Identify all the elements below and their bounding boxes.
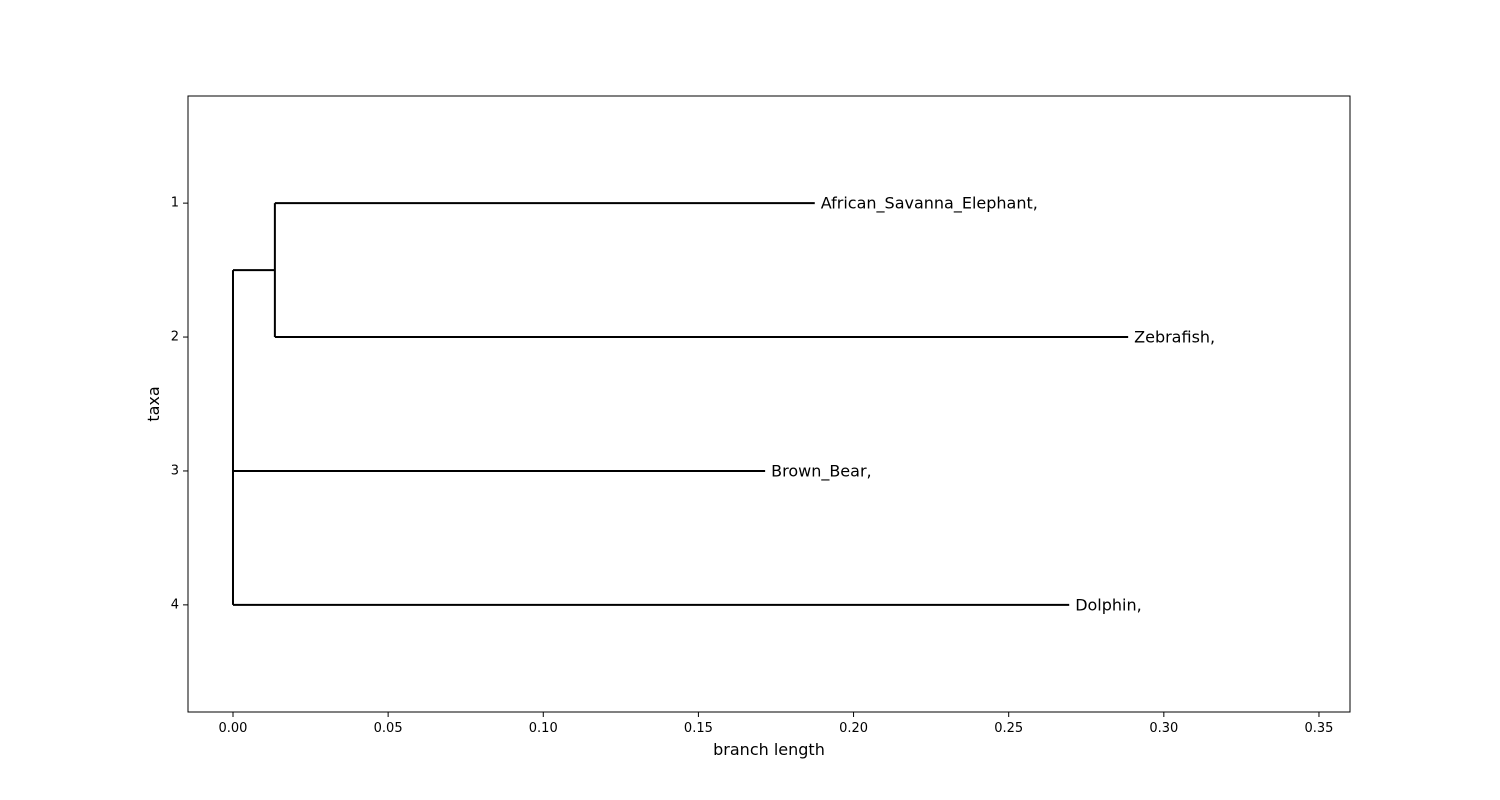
x-tick-label: 0.10 — [529, 721, 558, 736]
y-axis-label: taxa — [144, 386, 163, 421]
x-axis-ticks: 0.00 0.05 0.10 0.15 0.20 0.25 0.30 0.35 — [219, 712, 1333, 736]
x-axis-label: branch length — [713, 740, 825, 759]
y-tick-label: 4 — [171, 597, 179, 612]
x-tick-label: 0.05 — [374, 721, 403, 736]
y-axis-ticks: 1 2 3 4 — [171, 196, 188, 612]
x-tick-label: 0.20 — [839, 721, 868, 736]
y-tick-label: 3 — [171, 463, 179, 478]
plot-frame — [187, 95, 1351, 713]
y-tick-label: 2 — [171, 330, 179, 345]
taxon-label-3: Brown_Bear, — [771, 461, 872, 481]
y-tick-label: 1 — [171, 196, 179, 211]
taxon-label-4: Dolphin, — [1075, 595, 1142, 614]
x-tick-label: 0.25 — [994, 721, 1023, 736]
tree-branches — [231, 202, 1129, 606]
x-tick-label: 0.35 — [1304, 721, 1333, 736]
taxon-labels: African_Savanna_Elephant, Zebrafish, Brown… — [771, 194, 1215, 615]
taxon-label-1: African_Savanna_Elephant, — [821, 194, 1038, 214]
x-tick-label: 0.00 — [219, 721, 248, 736]
x-tick-label: 0.15 — [684, 721, 713, 736]
x-tick-label: 0.30 — [1149, 721, 1178, 736]
taxon-label-2: Zebrafish, — [1134, 328, 1215, 347]
